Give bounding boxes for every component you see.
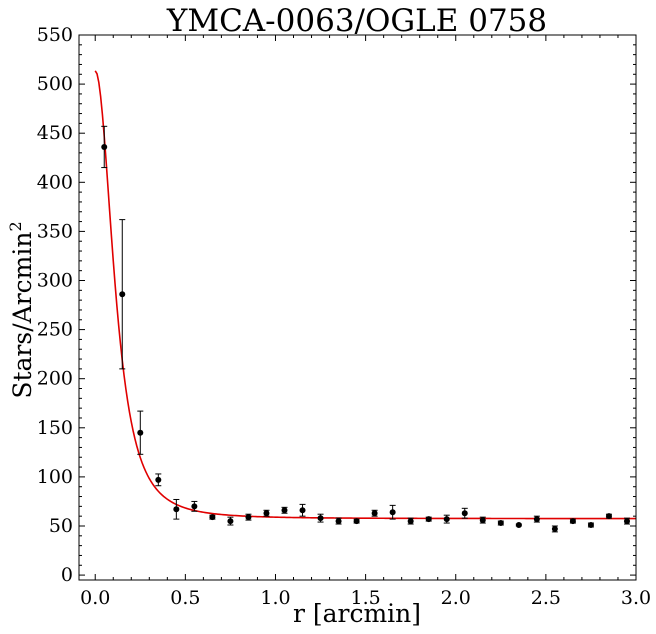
data-point (227, 518, 234, 525)
axis-tick-labels: 0.0 0.5 1.0 1.5 2.0 2.5 3.0 0 50 100 150 200 250 300 3… (37, 24, 651, 609)
data-point (299, 507, 306, 514)
chart-title: YMCA-0063/OGLE 0758 (166, 3, 547, 39)
data-point (623, 518, 630, 525)
data-point (461, 510, 468, 517)
data-point (335, 518, 342, 525)
data-point (101, 143, 108, 150)
y-axis-label-main: Stars/Arcmin (8, 232, 37, 399)
y-tick-label: 0 (61, 564, 73, 586)
error-bars (101, 125, 630, 533)
y-tick-label: 450 (37, 122, 73, 144)
y-tick-label: 150 (37, 417, 73, 439)
y-tick-label: 400 (37, 171, 73, 193)
data-point (281, 507, 288, 514)
y-tick-label: 500 (37, 73, 73, 95)
data-point (425, 516, 432, 523)
data-point (479, 517, 486, 524)
data-point (263, 510, 270, 517)
plot-frame (78, 34, 637, 581)
data-point (515, 522, 522, 529)
y-tick-label: 350 (37, 220, 73, 242)
y-tick-label: 100 (37, 466, 73, 488)
x-axis-label: r [arcmin] (293, 599, 421, 628)
data-point (533, 516, 540, 523)
data-point (317, 515, 324, 522)
y-axis-label: Stars/Arcmin2 (6, 221, 37, 398)
y-tick-label: 550 (37, 24, 73, 46)
data-point (155, 476, 162, 483)
data-point (605, 513, 612, 520)
data-point (497, 520, 504, 527)
y-tick-label: 200 (37, 368, 73, 390)
data-point (569, 518, 576, 525)
data-point (353, 518, 360, 525)
x-tick-label: 2.0 (441, 587, 471, 609)
y-tick-label: 300 (37, 269, 73, 291)
data-point (209, 514, 216, 521)
data-point (119, 291, 126, 298)
data-point (587, 522, 594, 529)
x-tick-label: 1.5 (351, 587, 381, 609)
x-tick-label: 3.0 (621, 587, 651, 609)
data-point (551, 525, 558, 532)
data-point (407, 518, 414, 525)
axis-ticks (79, 34, 637, 580)
data-point (443, 516, 450, 523)
data-point (173, 506, 180, 513)
y-axis-label-superscript: 2 (6, 221, 25, 231)
x-tick-label: 2.5 (531, 587, 561, 609)
x-tick-label: 0.0 (80, 587, 110, 609)
data-point (191, 503, 198, 510)
fit-curve (94, 70, 636, 520)
data-point (137, 429, 144, 436)
x-tick-label: 1.0 (260, 587, 290, 609)
data-point (245, 514, 252, 521)
data-point (371, 510, 378, 517)
y-tick-label: 50 (49, 515, 73, 537)
data-point (389, 509, 396, 516)
x-tick-label: 0.5 (170, 587, 200, 609)
y-tick-label: 250 (37, 319, 73, 341)
data-points (101, 143, 630, 532)
